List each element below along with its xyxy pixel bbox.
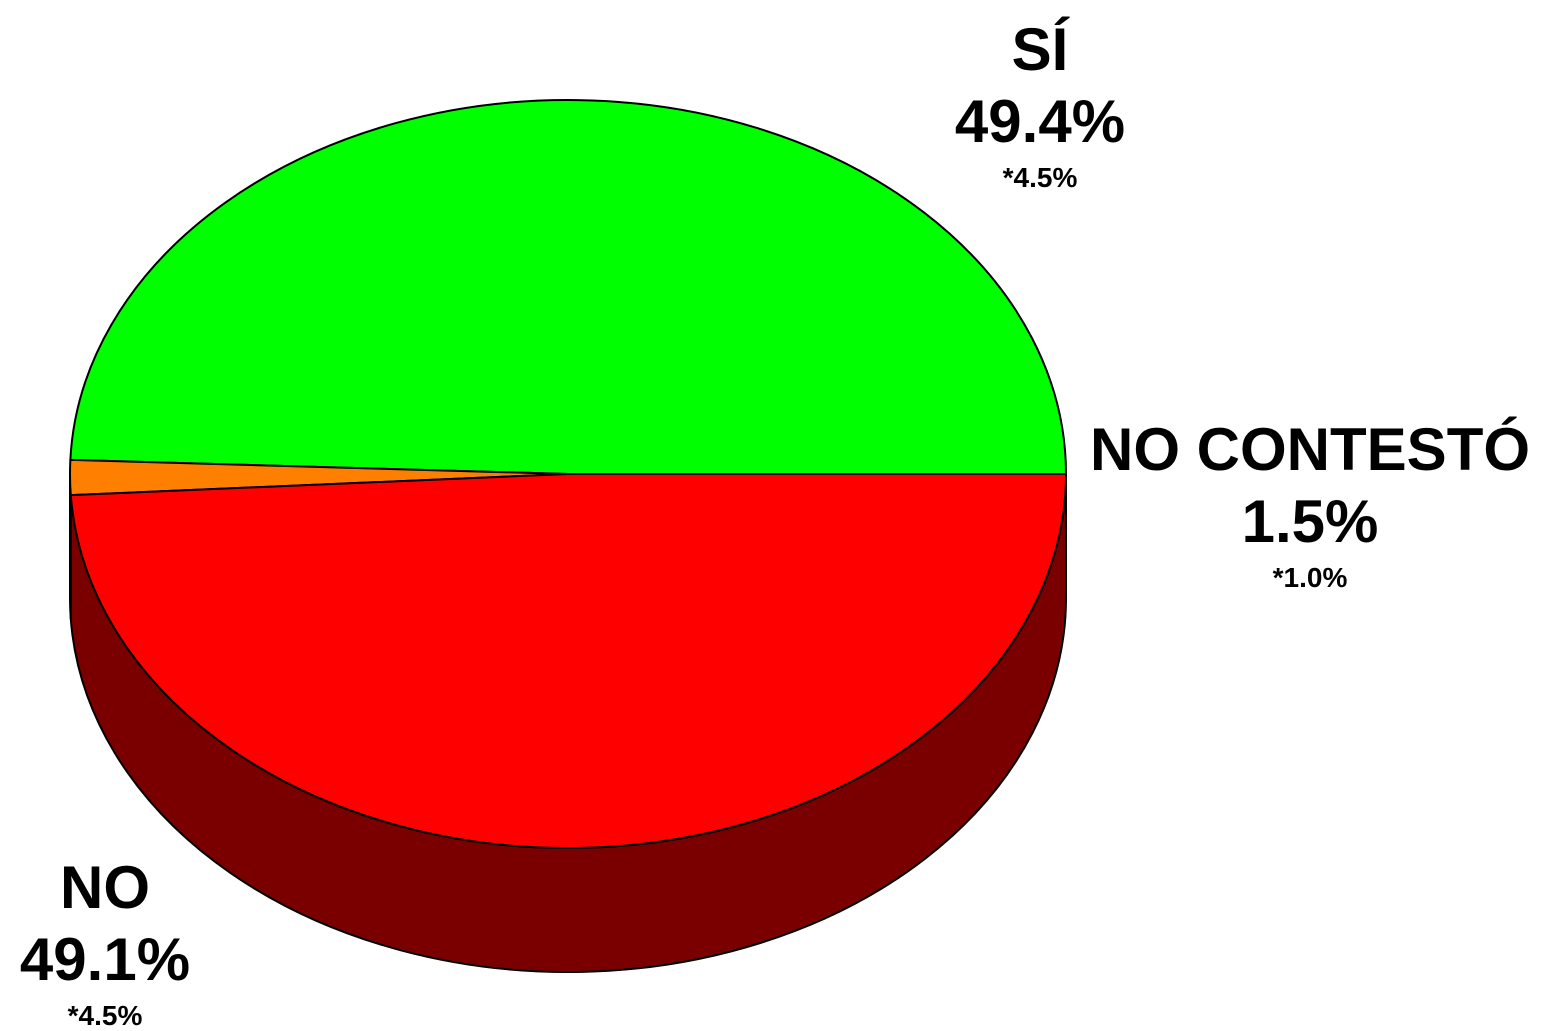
- slice-value-no-contesto: 1.5%: [1241, 488, 1379, 555]
- slice-value-no: 49.1%: [19, 926, 191, 993]
- slice-margin-no: *4.5%: [67, 1000, 143, 1031]
- pie-slice-si: [69, 99, 1067, 475]
- slice-label-no-contesto: NO CONTESTÓ 1.5% *1.0%: [1090, 420, 1530, 592]
- slice-name-si: SÍ: [1011, 16, 1069, 83]
- slice-value-si: 49.4%: [954, 88, 1126, 155]
- slice-margin-no-contesto: *1.0%: [1272, 562, 1348, 593]
- slice-label-no: NO 49.1% *4.5%: [5, 858, 205, 1030]
- pie-slice-no: [69, 473, 1067, 849]
- slice-margin-si: *4.5%: [1002, 162, 1078, 193]
- slice-label-si: SÍ 49.4% *4.5%: [930, 20, 1150, 192]
- slice-name-no-contesto: NO CONTESTÓ: [1090, 416, 1531, 483]
- slice-name-no: NO: [60, 854, 150, 921]
